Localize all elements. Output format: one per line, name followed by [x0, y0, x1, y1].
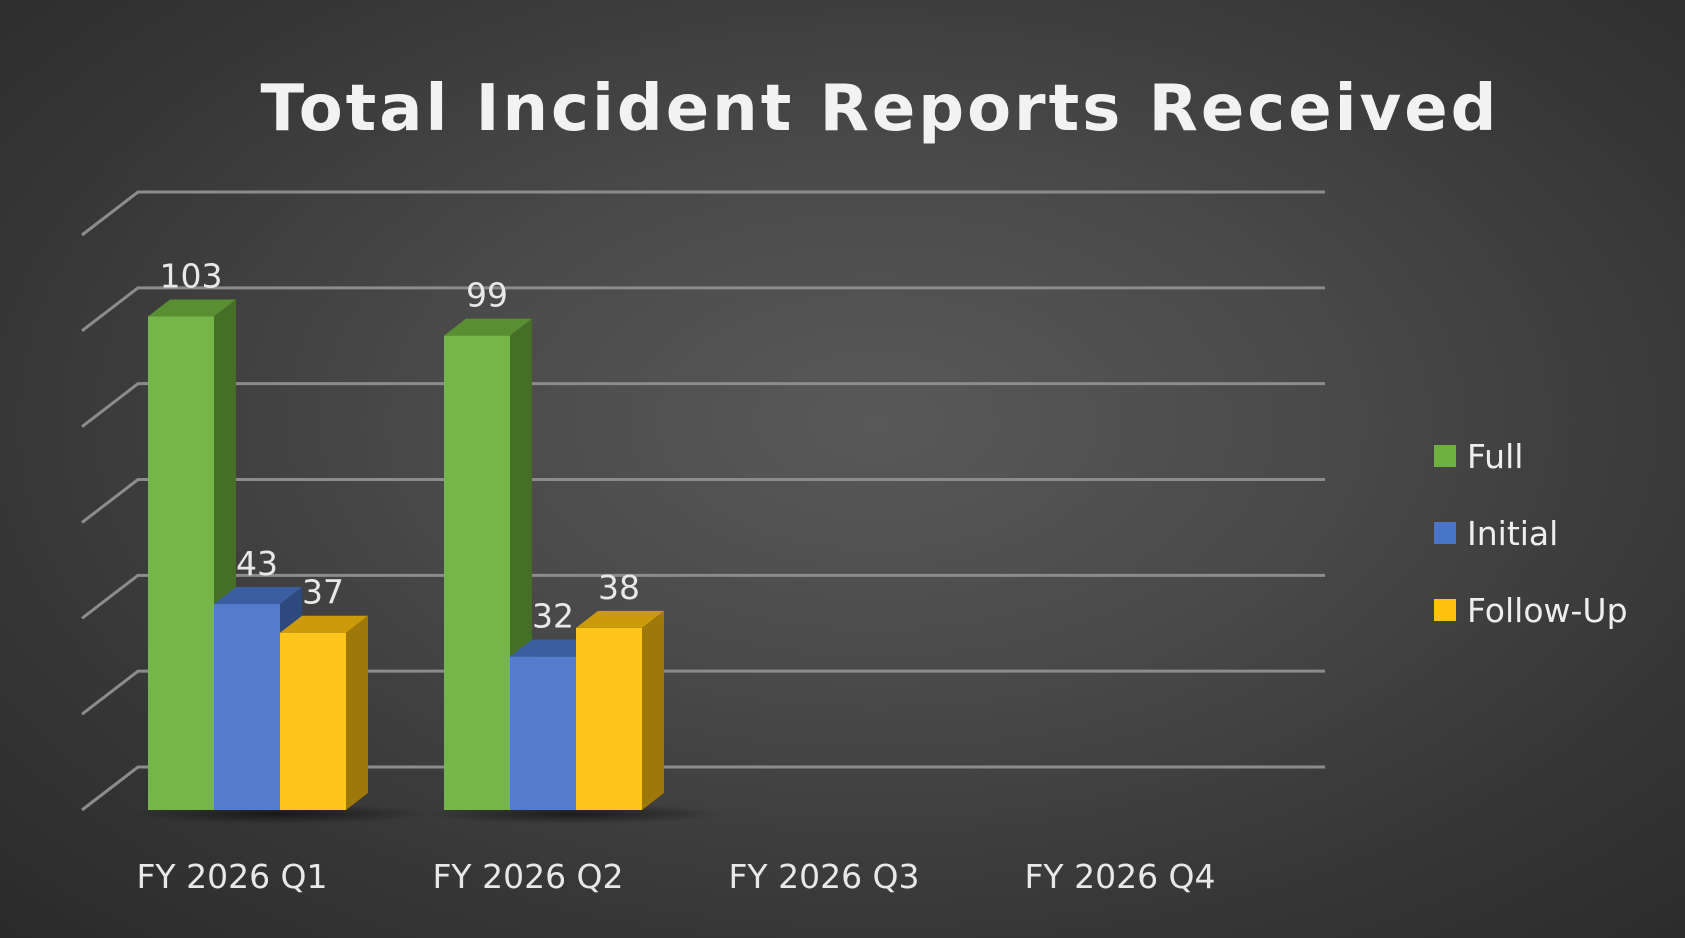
legend-item-full: Full [1434, 437, 1523, 476]
gridlines [81, 190, 1325, 812]
bars [148, 299, 664, 810]
gridline [81, 286, 1325, 333]
legend-item-follow-up: Follow-Up [1434, 591, 1628, 630]
legend-item-initial: Initial [1434, 514, 1558, 553]
bar-front-highlight [576, 627, 642, 810]
gridline [81, 573, 1325, 620]
data-label: 32 [532, 597, 574, 636]
bar-front [148, 316, 214, 810]
bar-follow-up [576, 610, 664, 810]
legend-swatch [1434, 522, 1456, 544]
bar-side [346, 615, 368, 810]
bar-front [576, 627, 642, 810]
legend: Full Initial Follow-Up [1434, 437, 1628, 630]
legend-label: Initial [1467, 514, 1558, 553]
data-label: 99 [466, 276, 508, 315]
data-labels: 103 43 37 99 32 38 [160, 256, 641, 635]
data-label: 43 [236, 544, 278, 583]
gridline [81, 765, 1325, 812]
x-tick-label: FY 2026 Q1 [136, 857, 327, 896]
bar-top [280, 615, 368, 633]
bar-front [280, 632, 346, 810]
bar-front-highlight [510, 656, 576, 810]
bar-front-highlight [444, 335, 510, 810]
legend-swatch [1434, 445, 1456, 467]
x-tick-label: FY 2026 Q3 [728, 857, 919, 896]
bar-front-highlight [214, 603, 280, 810]
bar-top [576, 610, 664, 628]
chart-title: Total Incident Reports Received [261, 72, 1500, 146]
bar-top [148, 299, 236, 317]
legend-label: Follow-Up [1467, 591, 1628, 630]
bar-follow-up [280, 615, 368, 810]
x-tick-label: FY 2026 Q2 [432, 857, 623, 896]
data-label: 37 [302, 573, 344, 612]
data-label: 103 [160, 256, 223, 295]
gridline [81, 190, 1325, 237]
bar-side [642, 610, 664, 810]
x-axis-tick-labels: FY 2026 Q1 FY 2026 Q2 FY 2026 Q3 FY 2026 Q4 [136, 857, 1215, 896]
legend-label: Full [1467, 437, 1523, 476]
data-label: 38 [598, 568, 640, 607]
bar-front [214, 603, 280, 810]
legend-swatch [1434, 599, 1456, 621]
bar-front-highlight [280, 632, 346, 810]
gridline [81, 669, 1325, 716]
bar-front [444, 335, 510, 810]
bar-front-highlight [148, 316, 214, 810]
gridline [81, 382, 1325, 428]
x-tick-label: FY 2026 Q4 [1024, 857, 1215, 896]
bar-top [214, 586, 302, 604]
gridline [81, 478, 1325, 524]
bar-front [510, 656, 576, 810]
bar-top [444, 318, 532, 336]
